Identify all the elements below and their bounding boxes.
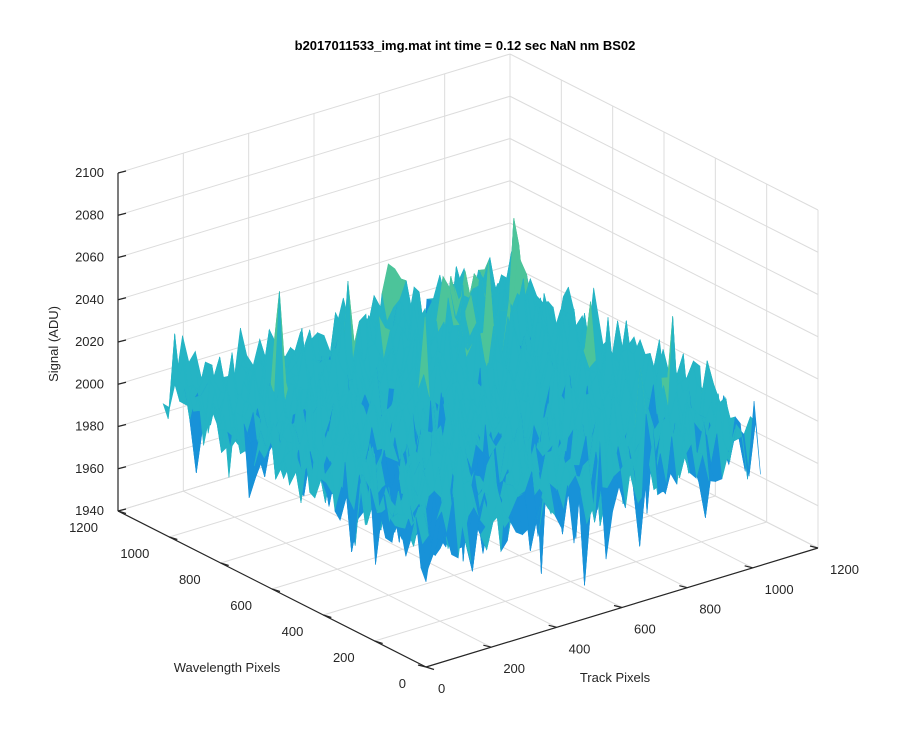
x-tick-label: 0 [438,681,445,696]
y-tick-mark [220,562,229,567]
z-tick-mark [117,381,127,385]
y-tick-label: 0 [399,676,406,691]
z-tick-label: 1940 [75,503,104,518]
x-tick-label: 400 [569,641,591,656]
y-axis-ticks: 0 200 400 600 800 1000 1200 [69,510,435,691]
x-tick-mark [744,565,753,569]
x-axis-ticks: 0 200 400 600 800 1000 1200 [417,545,859,696]
y-tick-mark [425,666,435,671]
y-tick-label: 200 [333,650,355,665]
grid-line [323,495,716,616]
z-tick-mark [117,466,127,470]
x-tick-label: 800 [699,602,721,617]
x-tick-label: 1000 [765,582,794,597]
y-tick-mark [117,510,127,515]
y-tick-label: 800 [179,572,201,587]
surface-patch [167,333,180,420]
x-tick-mark [548,624,557,628]
grid-line [374,521,767,642]
z-axis-label: Signal (ADU) [46,306,61,382]
z-tick-mark [117,423,127,428]
x-tick-mark [679,585,688,589]
x-tick-mark [809,545,819,549]
z-tick-mark [117,254,127,259]
y-tick-mark [323,614,332,619]
y-tick-label: 1000 [120,546,149,561]
x-axis-label: Track Pixels [580,670,651,685]
z-tick-mark [117,339,127,343]
surface-patch [420,540,433,583]
chart-grid [117,53,819,668]
y-tick-label: 400 [282,624,304,639]
z-tick-label: 2020 [75,334,104,349]
z-tick-label: 1960 [75,461,104,476]
z-tick-mark [117,212,127,216]
x-tick-mark [613,604,623,609]
y-tick-mark [374,640,383,645]
z-tick-mark [117,170,127,174]
z-tick-label: 2060 [75,250,104,265]
z-tick-label: 2080 [75,207,104,222]
y-tick-label: 1200 [69,520,98,535]
y-tick-label: 600 [230,598,252,613]
z-tick-mark [117,297,127,301]
z-tick-mark [117,508,127,512]
x-tick-label: 600 [634,622,656,637]
z-tick-label: 2000 [75,376,104,391]
z-tick-label: 2100 [75,165,104,180]
x-tick-mark [483,644,492,648]
y-tick-mark [169,536,178,541]
z-tick-label: 2040 [75,292,104,307]
x-tick-mark [417,664,427,668]
x-tick-label: 1200 [830,562,859,577]
z-axis-ticks: 1940 1960 1980 2000 2020 2040 2060 2080 2100 [75,165,127,518]
surface-plot [162,218,761,586]
y-axis-label: Wavelength Pixels [174,660,281,675]
x-tick-label: 200 [503,661,525,676]
z-tick-label: 1980 [75,419,104,434]
chart-title: b2017011533_img.mat int time = 0.12 sec … [295,38,636,53]
y-tick-mark [271,588,281,593]
